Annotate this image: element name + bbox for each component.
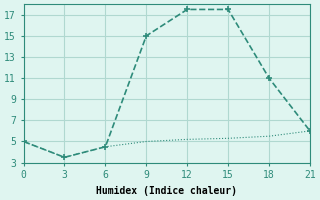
X-axis label: Humidex (Indice chaleur): Humidex (Indice chaleur)	[96, 186, 237, 196]
